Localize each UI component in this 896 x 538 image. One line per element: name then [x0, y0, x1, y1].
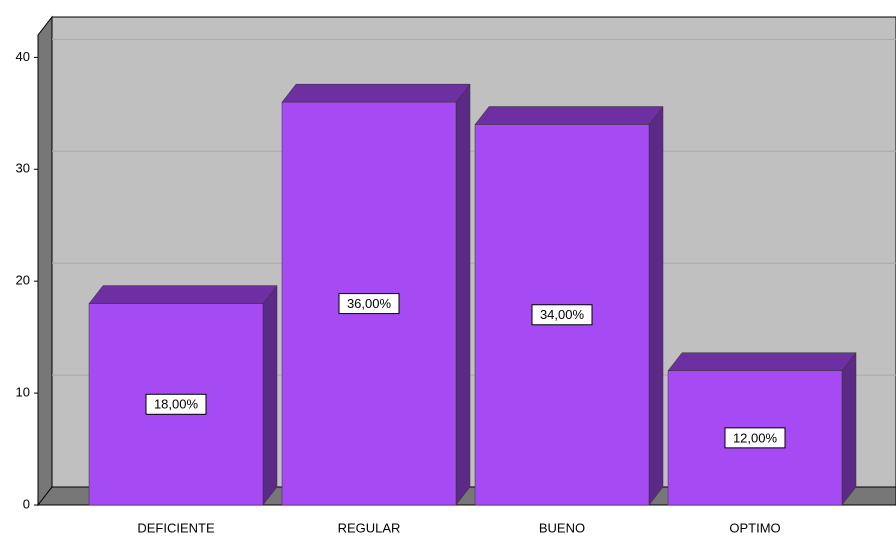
- bar-side: [262, 284, 278, 506]
- y-tick-label: 0: [23, 496, 30, 511]
- y-tick-label: 10: [16, 385, 30, 400]
- value-label: 36,00%: [347, 296, 392, 311]
- bar-top: [667, 352, 857, 371]
- value-label-box: [724, 427, 786, 449]
- x-tick-label: DEFICIENTE: [137, 520, 215, 535]
- bar-top: [281, 83, 471, 103]
- bar-side: [648, 105, 664, 506]
- y-tick-label: 40: [16, 49, 30, 64]
- bar-top: [474, 106, 664, 125]
- y-tick-label: 20: [16, 273, 30, 288]
- x-tick-label: OPTIMO: [729, 520, 780, 535]
- x-tick-label: REGULAR: [338, 520, 401, 535]
- bar-top: [88, 285, 278, 304]
- left-wall: [37, 15, 53, 507]
- bar-side: [841, 351, 857, 506]
- value-label: 34,00%: [540, 307, 585, 322]
- x-tick-label: BUENO: [539, 520, 585, 535]
- value-label-box: [531, 304, 593, 326]
- value-label: 12,00%: [733, 430, 778, 445]
- value-label-box: [338, 293, 400, 315]
- value-label: 18,00%: [154, 397, 199, 412]
- bar-side: [455, 83, 471, 506]
- y-tick-label: 30: [16, 161, 30, 176]
- value-label-box: [145, 393, 207, 415]
